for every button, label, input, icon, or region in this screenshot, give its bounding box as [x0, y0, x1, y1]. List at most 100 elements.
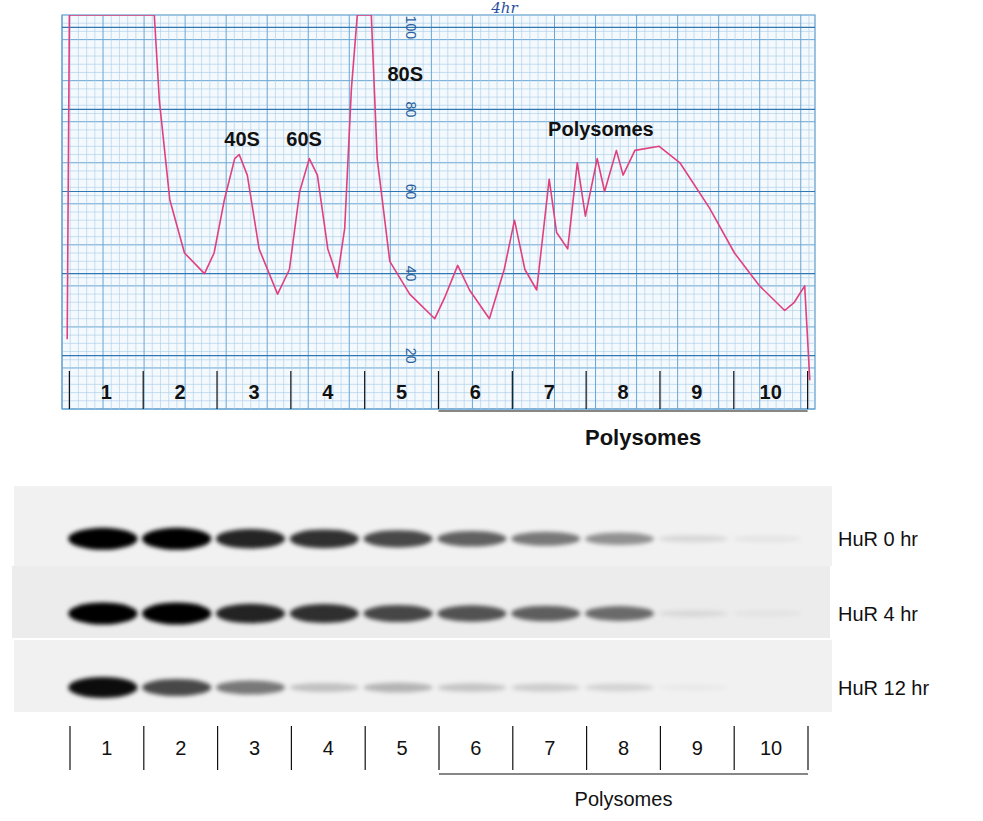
- band: [216, 604, 285, 624]
- grid-line: [62, 273, 815, 274]
- lane-label: 7: [544, 737, 555, 759]
- grid-line: [62, 27, 815, 28]
- band: [142, 603, 211, 625]
- paper-line: [160, 15, 161, 409]
- band: [363, 683, 432, 693]
- paper-line: [332, 15, 333, 409]
- lane-label: 6: [470, 737, 481, 759]
- fraction-label: 5: [396, 381, 407, 403]
- paper-line: [743, 15, 744, 409]
- paper-line: [152, 15, 153, 409]
- paper-line: [800, 15, 801, 409]
- paper-line: [751, 15, 752, 409]
- paper-line: [324, 15, 325, 409]
- band: [142, 528, 211, 550]
- paper-line: [70, 15, 71, 409]
- paper-line: [759, 15, 760, 409]
- paper-line: [185, 15, 186, 409]
- band: [68, 677, 137, 698]
- band: [585, 533, 654, 545]
- band: [659, 610, 728, 617]
- paper-line: [103, 15, 104, 409]
- paper-line: [226, 15, 227, 409]
- paper-line: [702, 15, 703, 409]
- band: [511, 683, 580, 691]
- lane-label: 5: [397, 737, 408, 759]
- fraction-label: 8: [617, 381, 628, 403]
- band: [68, 528, 137, 550]
- lane-separator: [291, 726, 292, 770]
- paper-line: [628, 15, 629, 409]
- band: [585, 606, 654, 621]
- y-tick-label: 40: [403, 266, 419, 282]
- row-label: HuR 0 hr: [838, 528, 918, 550]
- paper-line: [792, 15, 793, 409]
- paper-line: [447, 15, 448, 409]
- lane-separator: [143, 726, 144, 770]
- paper-line: [497, 15, 498, 409]
- y-tick-label: 20: [403, 348, 419, 364]
- paper-line: [217, 15, 218, 409]
- lane-label: 8: [618, 737, 629, 759]
- paper-line: [201, 15, 202, 409]
- band: [437, 605, 506, 621]
- band: [511, 532, 580, 546]
- lane-separator: [69, 726, 70, 770]
- paper-line: [439, 15, 440, 409]
- paper-line: [661, 15, 662, 409]
- band: [437, 683, 506, 692]
- paper-line: [685, 15, 686, 409]
- absorbance-trace: [67, 15, 810, 380]
- band: [585, 684, 654, 692]
- lane-separator: [586, 726, 587, 770]
- graph-paper: [62, 15, 815, 409]
- paper-line: [595, 15, 596, 409]
- y-tick-label: 100: [403, 16, 419, 40]
- paper-line: [193, 15, 194, 409]
- row-label: HuR 4 hr: [838, 603, 918, 625]
- lane-separator: [734, 726, 735, 770]
- paper-line: [431, 15, 432, 409]
- paper-line: [308, 15, 309, 409]
- lane-separator: [807, 726, 808, 770]
- paper-line: [538, 15, 539, 409]
- fraction-boundary: [216, 371, 217, 409]
- blot: [12, 486, 832, 712]
- paper-line: [726, 15, 727, 409]
- lane-separator: [217, 726, 218, 770]
- band: [511, 606, 580, 622]
- paper-line: [300, 15, 301, 409]
- grid-line: [62, 191, 815, 192]
- fraction-label: 7: [544, 381, 555, 403]
- polysome-bracket: [439, 410, 808, 411]
- fraction-boundary: [438, 371, 439, 409]
- paper-line: [456, 15, 457, 409]
- fraction-label: 3: [248, 381, 259, 403]
- paper-line: [529, 15, 530, 409]
- paper-line: [677, 15, 678, 409]
- peak-label: 60S: [286, 128, 322, 150]
- fraction-boundary: [512, 371, 513, 409]
- fraction-label: 9: [691, 381, 702, 403]
- paper-line: [644, 15, 645, 409]
- paper-line: [488, 15, 489, 409]
- band: [290, 604, 359, 623]
- lane-label: 1: [101, 737, 112, 759]
- band: [363, 530, 432, 547]
- paper-line: [94, 15, 95, 409]
- lane-label: 10: [760, 737, 782, 759]
- fraction-boundary: [733, 371, 734, 409]
- fraction-label: 2: [175, 381, 186, 403]
- paper-line: [357, 15, 358, 409]
- fraction-boundary: [69, 371, 70, 409]
- paper-line: [349, 15, 350, 409]
- band: [68, 603, 137, 625]
- band: [363, 605, 432, 622]
- band: [216, 529, 285, 549]
- paper-line: [562, 15, 563, 409]
- lane-label: 2: [175, 737, 186, 759]
- fraction-label: 6: [470, 381, 481, 403]
- band: [659, 684, 728, 690]
- paper-line: [784, 15, 785, 409]
- paper-line: [694, 15, 695, 409]
